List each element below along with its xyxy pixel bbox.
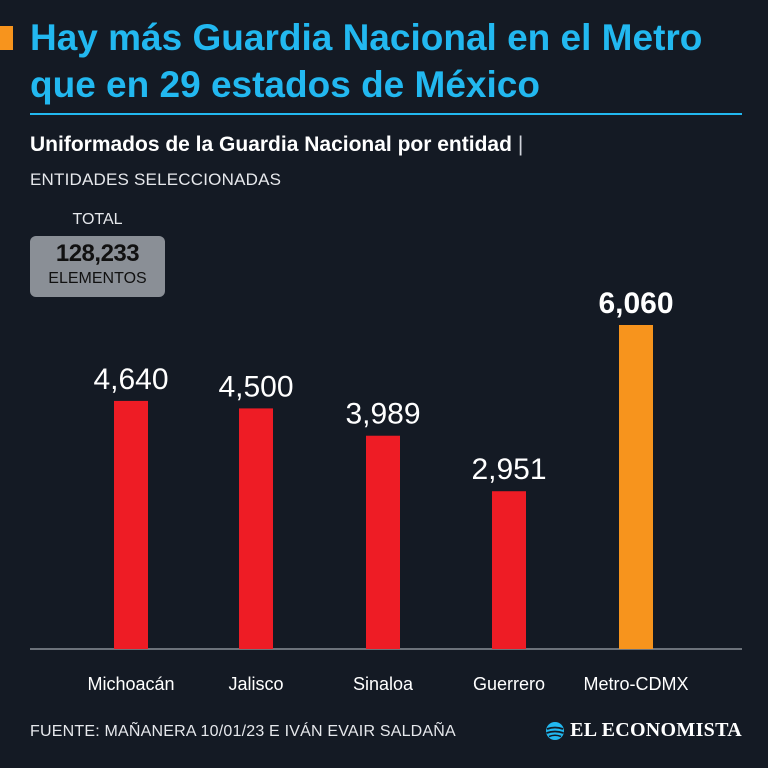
bar-metro-cdmx [619,325,653,649]
data-label: 2,951 [471,453,546,486]
headline: Hay más Guardia Nacional en el Metro que… [30,17,703,105]
bar-jalisco [239,408,273,649]
category-label: Jalisco [228,674,283,694]
bar-michoac-n [114,400,148,649]
data-label: 4,640 [93,363,168,396]
total-value: 128,233 [55,240,140,267]
category-label: Michoacán [87,674,174,694]
total-unit: ELEMENTOS [48,270,147,287]
brand-name: EL ECONOMISTA [570,719,742,741]
data-label: 4,500 [218,370,293,403]
subtitle-separator: | [517,133,524,156]
accent-bar [0,26,13,50]
bar-sinaloa [366,435,400,649]
data-label: 3,989 [345,398,420,431]
category-label: Sinaloa [353,674,414,694]
brand-logo: EL ECONOMISTA [544,719,742,742]
headline-rule [30,113,742,115]
category-label: Metro-CDMX [583,674,688,694]
chart-subtitle: Uniformados de la Guardia Nacional por e… [30,133,523,157]
total-label: TOTAL [72,211,123,228]
total-box: 128,233 ELEMENTOS [30,236,165,297]
category-label: Guerrero [473,674,545,694]
source-footer: FUENTE: MAÑANERA 10/01/23 E IVÁN EVAIR S… [30,723,456,740]
globe-icon [546,721,565,740]
data-label: 6,060 [598,287,673,320]
chart-subtitle-text: Uniformados de la Guardia Nacional por e… [30,133,512,156]
chart-subtitle-secondary: ENTIDADES SELECCIONADAS [30,170,282,189]
bar-guerrero [492,491,526,649]
